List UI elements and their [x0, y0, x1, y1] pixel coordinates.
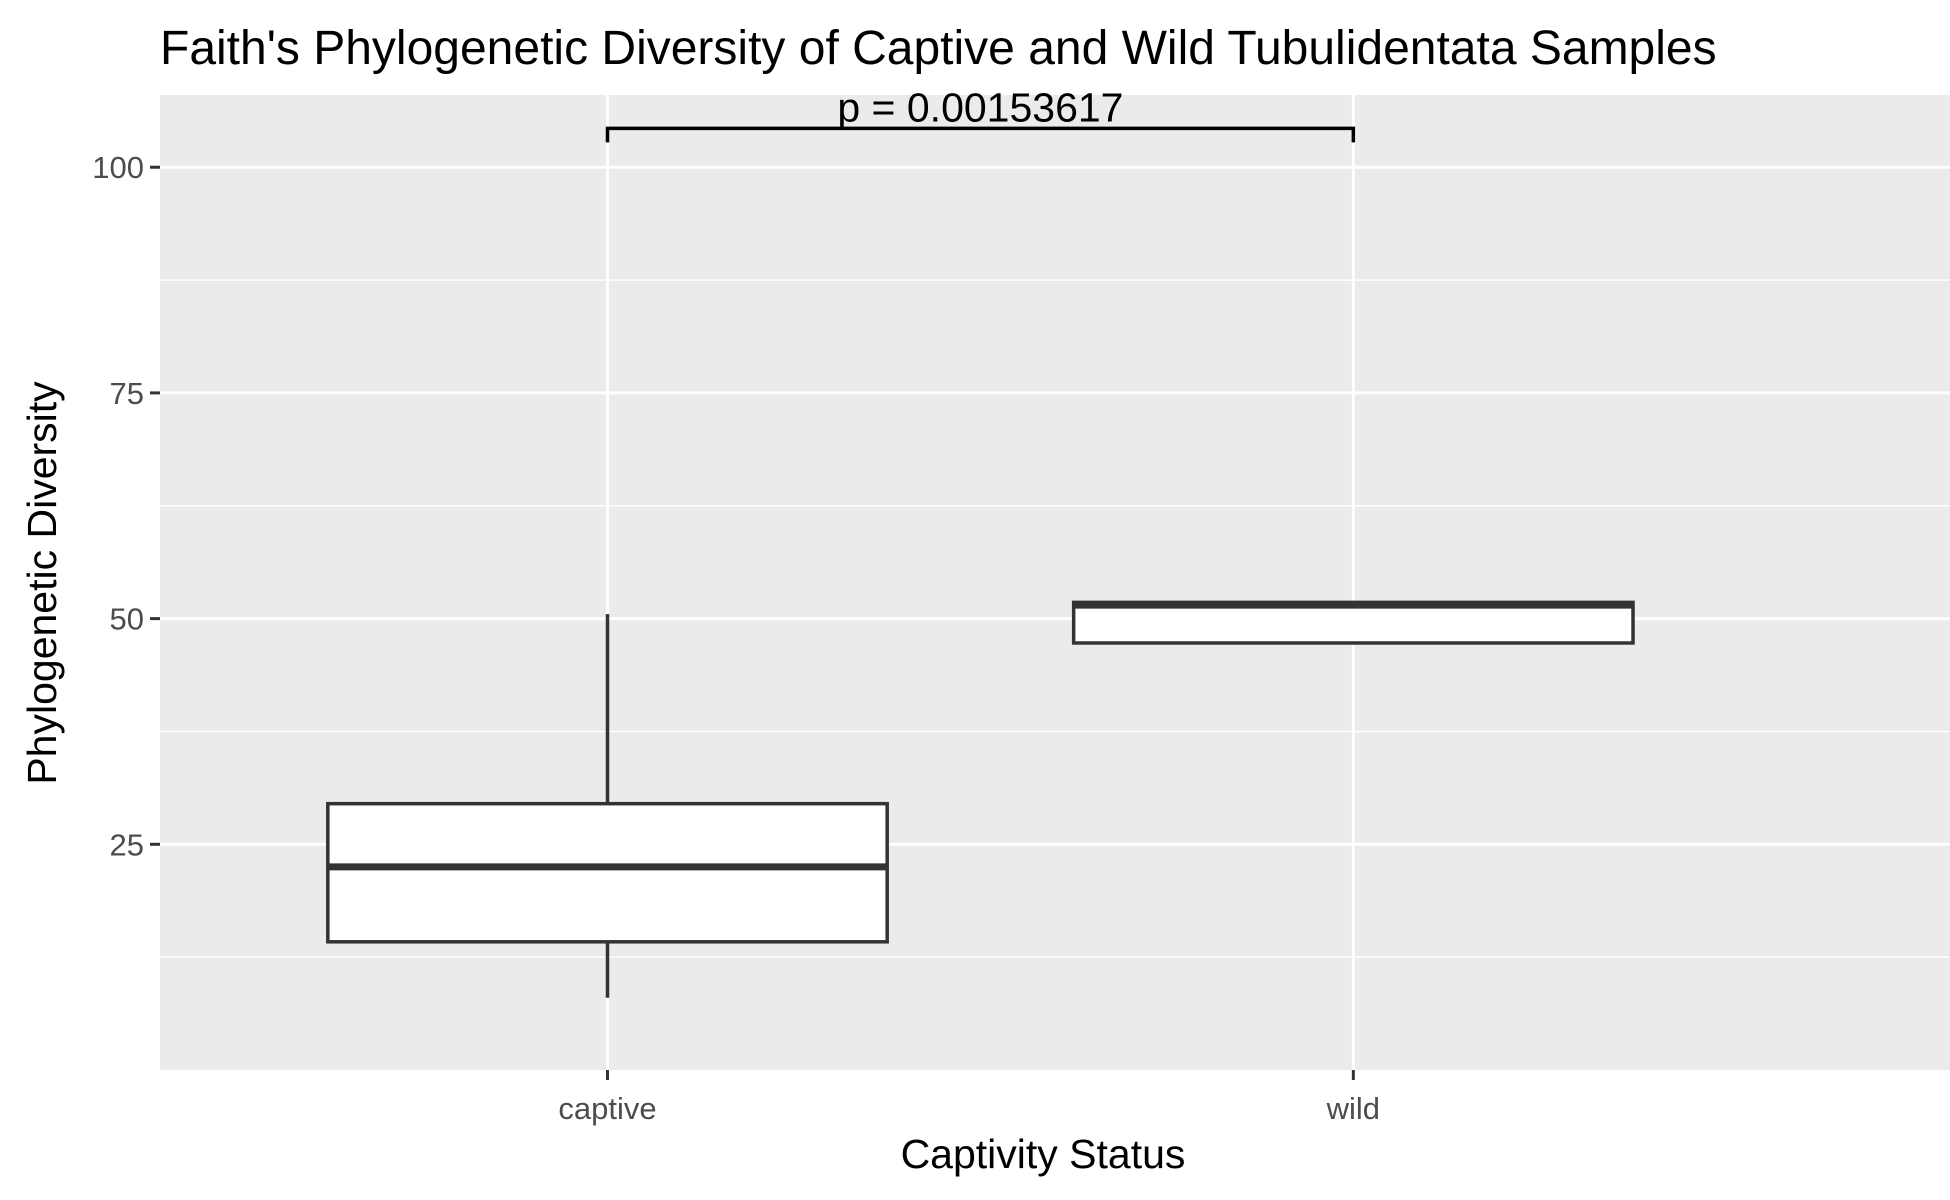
x-axis-title: Captivity Status	[901, 1131, 1186, 1177]
y-tick-label: 75	[110, 376, 144, 411]
box-captive	[326, 614, 889, 998]
y-tick-label: 50	[110, 602, 144, 637]
chart-title: Faith's Phylogenetic Diversity of Captiv…	[160, 22, 1717, 75]
box-iqr	[1071, 600, 1635, 645]
axes: 25 50 75 100 captive wild	[92, 150, 1380, 1126]
significance-annotation: p = 0.00153617	[605, 84, 1356, 143]
y-tick-label: 25	[110, 827, 144, 862]
p-value-label: p = 0.00153617	[837, 84, 1123, 130]
gridlines	[160, 95, 1950, 1070]
significance-bracket	[605, 126, 1356, 143]
x-tick-label: wild	[1326, 1091, 1380, 1126]
y-axis-title: Phylogenetic Diversity	[19, 381, 65, 785]
box-wild	[1071, 600, 1635, 645]
x-tick-label: captive	[558, 1091, 656, 1126]
y-tick-label: 100	[92, 150, 144, 185]
box-iqr	[326, 801, 889, 944]
boxes	[326, 600, 1635, 998]
